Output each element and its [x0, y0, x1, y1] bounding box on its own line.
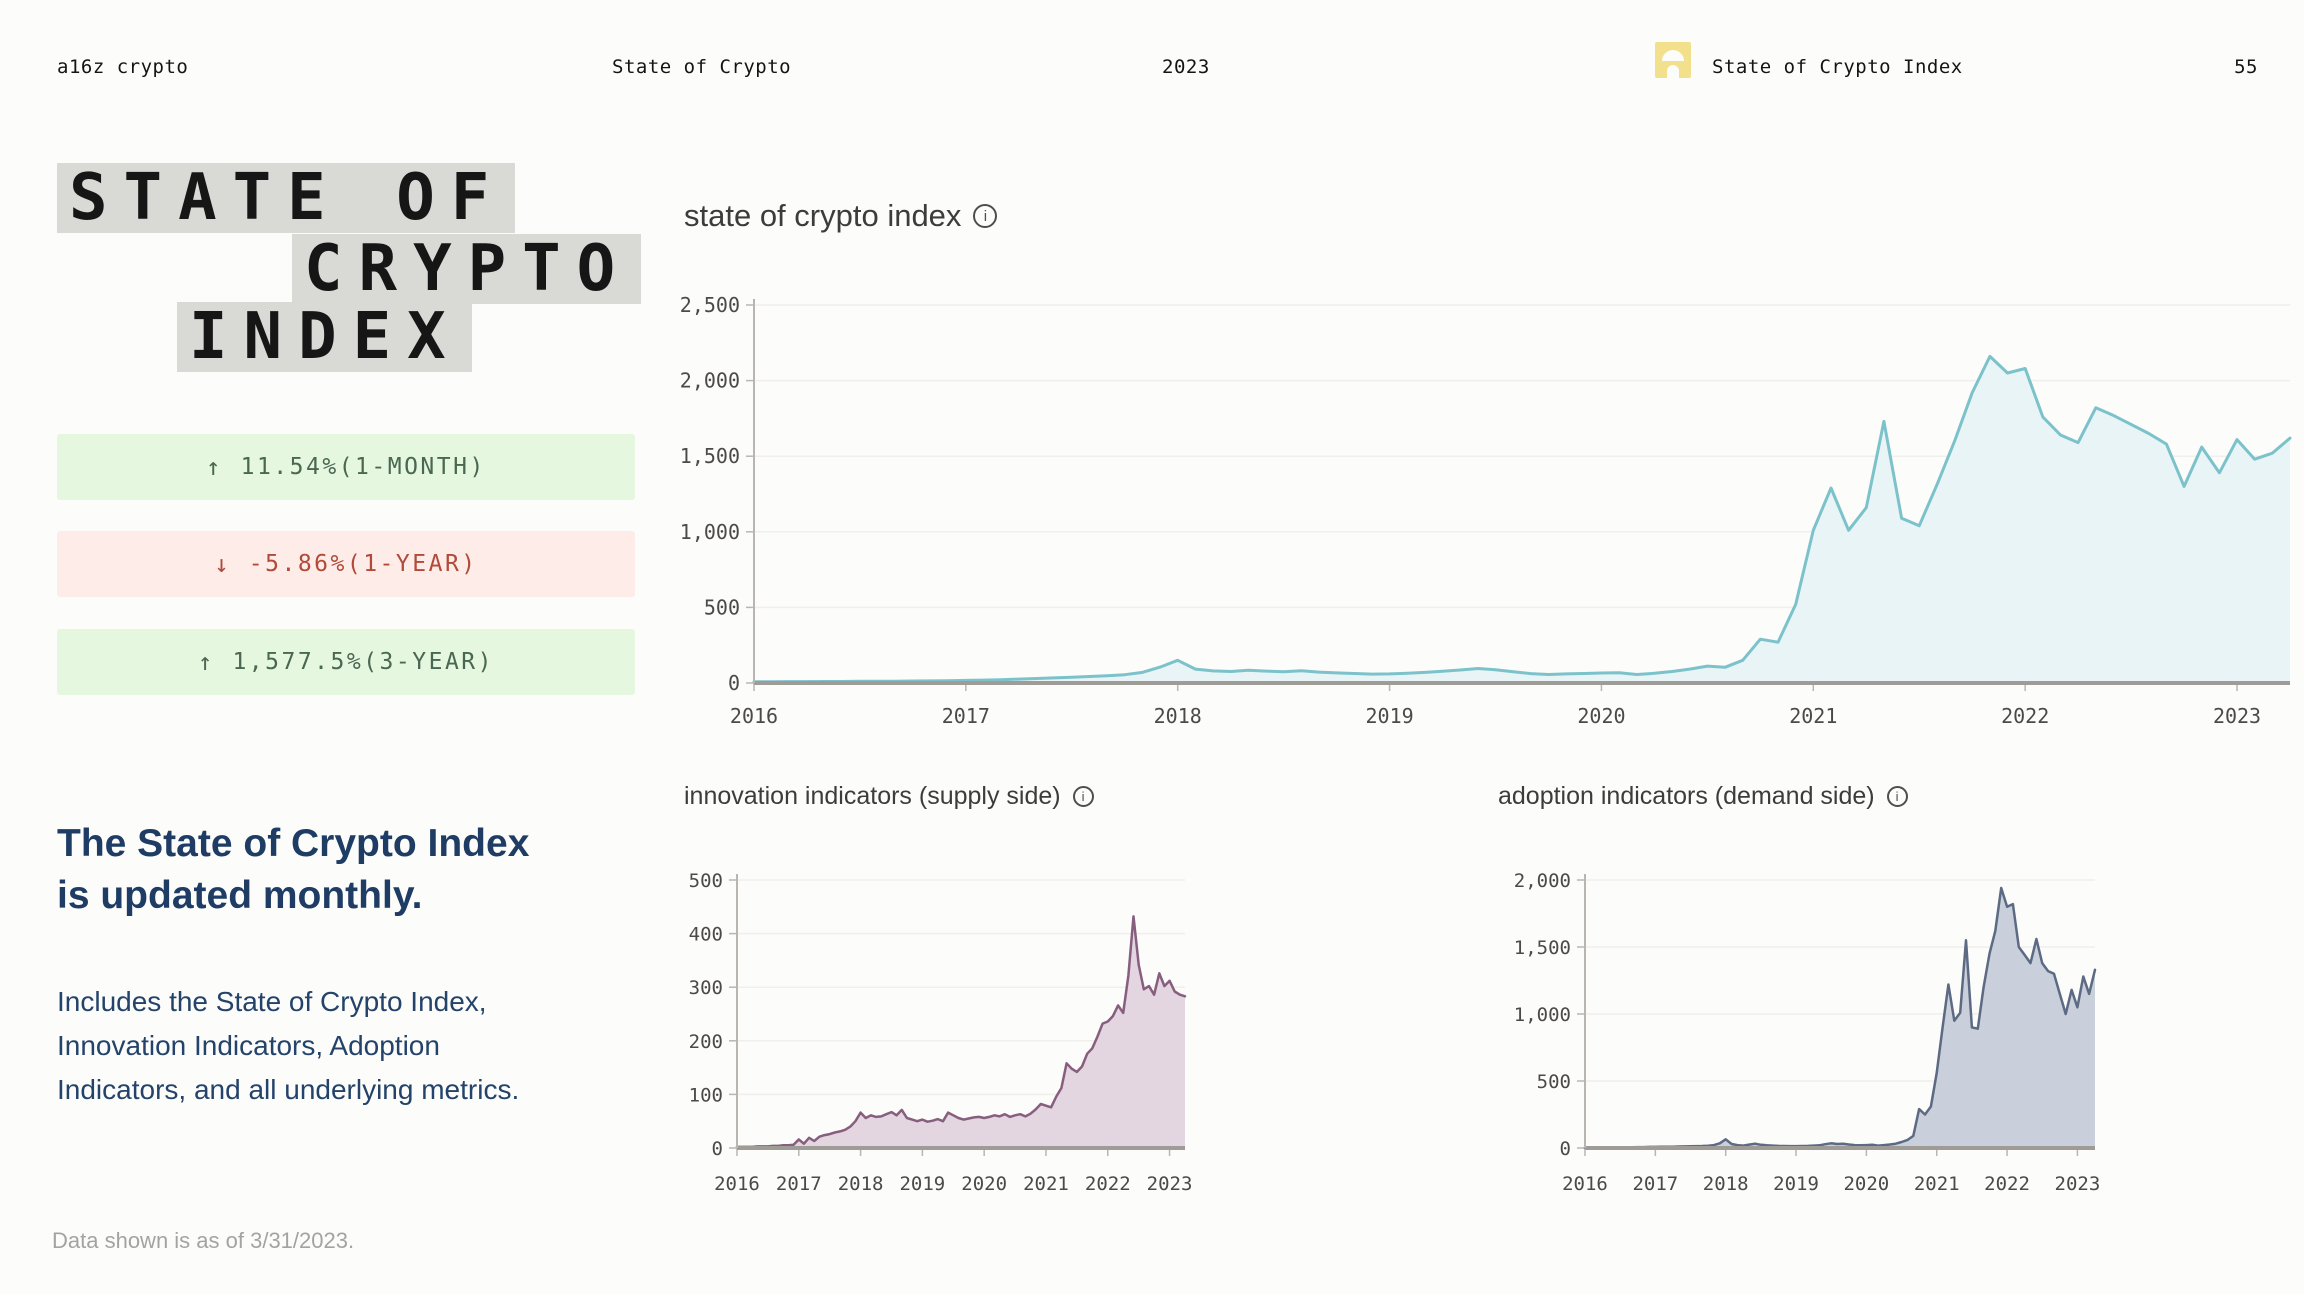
- body-line: Innovation Indicators, Adoption: [57, 1030, 440, 1061]
- stat-value: 1,577.5%(3-YEAR): [232, 649, 494, 675]
- svg-text:500: 500: [1537, 1071, 1571, 1093]
- stat-badge-1-month: ↑ 11.54%(1-MONTH): [57, 434, 635, 500]
- logotype-line-state-of: STATE OF: [57, 163, 516, 233]
- header-brand: a16z crypto: [57, 56, 189, 78]
- chart-title-adoption: adoption indicators (demand side) i: [1498, 782, 1908, 811]
- arrow-up-icon: ↑: [197, 648, 213, 676]
- svg-text:2,500: 2,500: [680, 293, 740, 317]
- svg-text:2020: 2020: [1577, 704, 1625, 728]
- data-as-of-footnote: Data shown is as of 3/31/2023.: [52, 1228, 355, 1253]
- header-report-title: State of Crypto: [612, 56, 792, 78]
- heading-line: The State of Crypto Index: [57, 822, 530, 865]
- svg-text:2020: 2020: [1843, 1173, 1889, 1195]
- svg-text:400: 400: [689, 924, 723, 946]
- logotype-line-index: INDEX: [177, 302, 472, 372]
- svg-text:2,000: 2,000: [680, 369, 740, 393]
- svg-text:2019: 2019: [1366, 704, 1414, 728]
- svg-text:1,000: 1,000: [1514, 1004, 1571, 1026]
- info-icon[interactable]: i: [973, 204, 998, 228]
- svg-text:2019: 2019: [899, 1173, 945, 1195]
- header-section-title: State of Crypto Index: [1712, 56, 1963, 78]
- svg-text:2018: 2018: [1703, 1173, 1749, 1195]
- svg-text:2021: 2021: [1023, 1173, 1069, 1195]
- svg-text:0: 0: [1560, 1138, 1571, 1160]
- innovation-indicators-area-chart: 0 100 200 300 400 500 2016 2017 2018 2019 2020 2021…: [689, 870, 1193, 1195]
- body-line: Indicators, and all underlying metrics.: [57, 1074, 520, 1105]
- stat-value: 11.54%(1-MONTH): [240, 454, 486, 480]
- svg-text:2020: 2020: [961, 1173, 1007, 1195]
- svg-text:2022: 2022: [1085, 1173, 1131, 1195]
- heading-line: is updated monthly.: [57, 874, 423, 917]
- state-of-crypto-index-area-chart: 0 500 1,000 1,500 2,000 2,500 2016 2017 2018 2019…: [680, 293, 2292, 728]
- description-body: Includes the State of Crypto Index, Inno…: [57, 980, 697, 1112]
- chart-title-text: adoption indicators (demand side): [1498, 782, 1875, 810]
- svg-text:2021: 2021: [1914, 1173, 1960, 1195]
- svg-text:1,000: 1,000: [680, 520, 740, 544]
- svg-text:2017: 2017: [942, 704, 990, 728]
- arrow-down-icon: ↓: [214, 550, 229, 578]
- svg-text:0: 0: [712, 1138, 723, 1160]
- svg-text:2023: 2023: [2055, 1173, 2101, 1195]
- description-heading: The State of Crypto Index is updated mon…: [57, 818, 677, 922]
- svg-text:2018: 2018: [838, 1173, 884, 1195]
- svg-text:2017: 2017: [1632, 1173, 1678, 1195]
- svg-text:2019: 2019: [1773, 1173, 1819, 1195]
- adoption-indicators-area-chart: 0 500 1,000 1,500 2,000 2016 2017 2018 2019 2020 2…: [1514, 870, 2101, 1195]
- svg-text:1,500: 1,500: [1514, 937, 1571, 959]
- svg-text:2016: 2016: [714, 1173, 760, 1195]
- info-icon[interactable]: i: [1072, 786, 1094, 807]
- header-year: 2023: [1162, 56, 1210, 78]
- stat-badge-3-year: ↑ 1,577.5%(3-YEAR): [57, 629, 635, 695]
- svg-text:200: 200: [689, 1031, 723, 1053]
- stat-badge-1-year: ↓ -5.86%(1-YEAR): [57, 531, 635, 597]
- svg-text:2018: 2018: [1154, 704, 1202, 728]
- arrow-up-icon: ↑: [206, 453, 221, 481]
- svg-text:2022: 2022: [2001, 704, 2049, 728]
- info-icon[interactable]: i: [1886, 786, 1908, 807]
- svg-text:300: 300: [689, 977, 723, 999]
- svg-text:2023: 2023: [2213, 704, 2261, 728]
- body-line: Includes the State of Crypto Index,: [57, 986, 487, 1017]
- svg-text:2023: 2023: [1147, 1173, 1193, 1195]
- svg-text:2,000: 2,000: [1514, 870, 1571, 892]
- svg-text:500: 500: [704, 595, 740, 619]
- svg-text:0: 0: [728, 671, 740, 695]
- svg-text:1,500: 1,500: [680, 444, 740, 468]
- chart-title-text: state of crypto index: [684, 198, 962, 233]
- stat-value: -5.86%(1-YEAR): [248, 551, 478, 577]
- a16z-arch-logo-icon: [1655, 42, 1691, 78]
- logotype-line-crypto: CRYPTO: [292, 234, 642, 304]
- chart-title-innovation: innovation indicators (supply side) i: [684, 782, 1094, 811]
- svg-text:2017: 2017: [776, 1173, 822, 1195]
- svg-text:2016: 2016: [1562, 1173, 1608, 1195]
- svg-text:500: 500: [689, 870, 723, 892]
- svg-text:2021: 2021: [1789, 704, 1837, 728]
- svg-text:2022: 2022: [1984, 1173, 2030, 1195]
- svg-text:100: 100: [689, 1084, 723, 1106]
- page-number: 55: [2234, 56, 2258, 78]
- chart-title-index: state of crypto index i: [684, 198, 998, 234]
- chart-title-text: innovation indicators (supply side): [684, 782, 1061, 810]
- svg-text:2016: 2016: [730, 704, 778, 728]
